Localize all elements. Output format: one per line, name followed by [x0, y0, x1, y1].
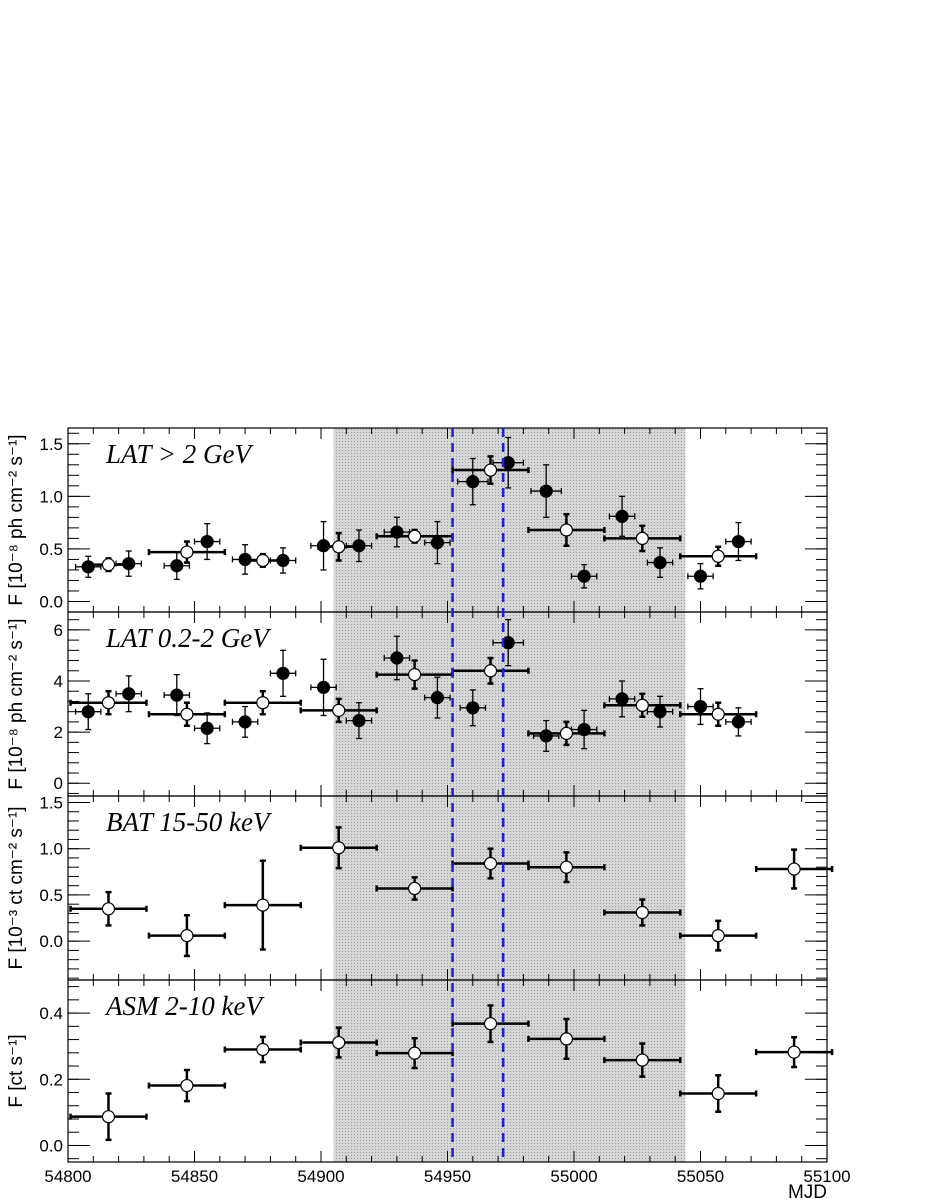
- open-marker: [483, 463, 498, 477]
- open-marker: [635, 531, 649, 546]
- open-marker: [711, 929, 725, 943]
- filled-marker: [200, 721, 214, 735]
- open-marker: [559, 726, 574, 740]
- open-marker: [256, 553, 270, 568]
- filled-marker: [276, 666, 290, 680]
- filled-marker: [653, 705, 667, 719]
- filled-marker: [430, 536, 444, 550]
- y-tick-label: 0.0: [39, 932, 63, 951]
- open-marker: [483, 1017, 498, 1031]
- y-tick-label: 0.0: [39, 1136, 63, 1155]
- panel-title: ASM 2-10 keV: [104, 991, 265, 1021]
- filled-marker: [170, 688, 184, 702]
- y-tick-label: 1.5: [39, 793, 63, 812]
- open-marker: [332, 841, 346, 855]
- filled-marker: [693, 569, 708, 583]
- x-tick-label: 55000: [550, 1167, 597, 1186]
- open-marker: [635, 698, 649, 712]
- filled-marker: [238, 715, 252, 729]
- open-marker: [101, 1110, 116, 1124]
- open-marker: [101, 902, 116, 916]
- open-marker: [635, 1053, 649, 1067]
- y-tick-label: 0.2: [39, 1070, 63, 1089]
- shaded-band: [333, 428, 686, 1162]
- filled-marker: [122, 687, 136, 701]
- y-tick-label: 6: [54, 621, 63, 640]
- y-tick-label: 0.4: [39, 1004, 63, 1023]
- open-marker: [332, 703, 346, 717]
- filled-marker: [170, 559, 184, 573]
- y-axis-label: F [ct s⁻¹]: [6, 1034, 27, 1107]
- filled-marker: [200, 534, 214, 549]
- y-axis-label: F [10⁻⁸ ph cm⁻² s⁻¹]: [6, 434, 27, 605]
- open-marker: [559, 860, 574, 874]
- open-marker: [711, 707, 725, 721]
- open-marker: [408, 529, 422, 543]
- filled-marker: [615, 509, 629, 523]
- filled-marker: [731, 534, 746, 549]
- open-marker: [559, 523, 574, 537]
- filled-marker: [430, 691, 444, 705]
- y-tick-label: 0: [54, 774, 63, 793]
- open-marker: [101, 558, 116, 572]
- y-tick-label: 1.0: [39, 840, 63, 859]
- y-tick-label: 1.5: [39, 435, 63, 454]
- open-marker: [711, 1086, 725, 1101]
- filled-marker: [390, 651, 404, 665]
- open-marker: [256, 696, 270, 710]
- open-marker: [256, 898, 270, 912]
- filled-marker: [352, 714, 366, 728]
- y-tick-label: 0.5: [39, 540, 63, 559]
- y-tick-label: 4: [54, 672, 63, 691]
- filled-marker: [81, 705, 95, 719]
- open-marker: [483, 664, 498, 678]
- open-marker: [787, 862, 801, 876]
- y-axis-label: F [10⁻⁸ ph cm⁻² s⁻¹]: [6, 618, 27, 789]
- x-tick-label: 54950: [424, 1167, 471, 1186]
- x-tick-label: 54900: [297, 1167, 344, 1186]
- panel-title: LAT > 2 GeV: [105, 439, 254, 469]
- x-tick-label: 54850: [171, 1167, 218, 1186]
- filled-marker: [693, 699, 708, 714]
- filled-marker: [466, 701, 480, 715]
- filled-marker: [466, 475, 480, 489]
- open-marker: [180, 929, 194, 943]
- open-marker: [559, 1032, 574, 1046]
- y-axis-label: F [10⁻³ ct cm⁻² s⁻¹]: [6, 806, 27, 969]
- open-marker: [180, 545, 194, 559]
- open-marker: [256, 1042, 270, 1057]
- open-marker: [101, 696, 116, 710]
- y-tick-label: 2: [54, 723, 63, 742]
- x-tick-label: 55050: [677, 1167, 724, 1186]
- open-marker: [332, 540, 346, 554]
- y-tick-label: 1.0: [39, 487, 63, 506]
- filled-marker: [577, 569, 591, 583]
- x-tick-label: 55100: [803, 1167, 850, 1186]
- y-tick-label: 0.5: [39, 886, 63, 905]
- filled-marker: [653, 555, 667, 570]
- filled-marker: [731, 715, 746, 729]
- panel-title: LAT 0.2-2 GeV: [105, 623, 272, 653]
- open-marker: [180, 707, 194, 721]
- open-marker: [408, 881, 422, 896]
- panel-title: BAT 15-50 keV: [106, 807, 273, 837]
- filled-marker: [316, 680, 331, 694]
- x-tick-label: 54800: [44, 1167, 91, 1186]
- filled-marker: [539, 729, 553, 743]
- open-marker: [711, 549, 725, 563]
- open-marker: [483, 856, 498, 871]
- x-axis-label: MJD: [788, 1182, 827, 1199]
- filled-marker: [539, 484, 553, 498]
- open-marker: [635, 905, 649, 920]
- open-marker: [332, 1035, 346, 1050]
- open-marker: [408, 1046, 422, 1060]
- open-marker: [787, 1045, 801, 1059]
- panel-frame: [67, 979, 828, 1163]
- open-marker: [180, 1078, 194, 1093]
- open-marker: [408, 668, 422, 682]
- y-tick-label: 0.0: [39, 592, 63, 611]
- filled-marker: [615, 692, 629, 706]
